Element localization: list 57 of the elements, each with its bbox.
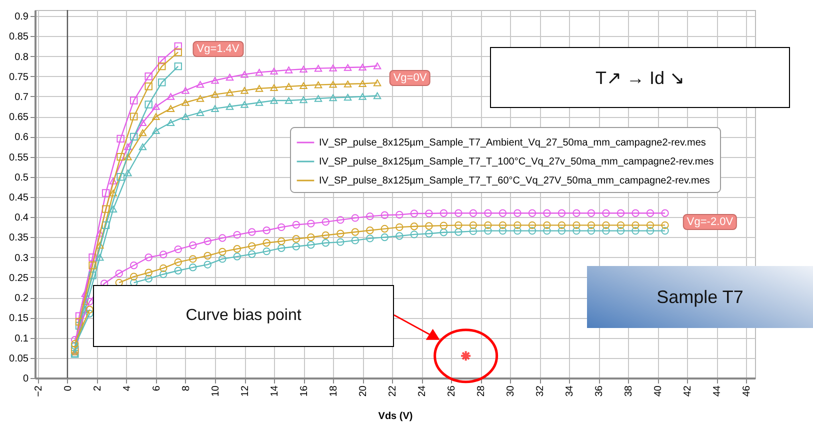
- x-tick-label: 22: [388, 385, 399, 397]
- y-tick-label: 0: [22, 374, 29, 384]
- legend-label: IV_SP_pulse_8x125µm_Sample_T7_Ambient_Vq_27_50ma_mm_campagne2-rev.mes: [319, 138, 706, 148]
- annotation: Vg=0V: [389, 70, 431, 86]
- y-tick-label: 0.6: [14, 132, 29, 144]
- y-tick-label: 0.1: [14, 333, 29, 344]
- x-tick-label: 6: [151, 385, 162, 392]
- x-tick-label: 28: [476, 385, 488, 397]
- x-tick-label: 14: [270, 385, 281, 397]
- y-tick-label: 0.45: [9, 192, 29, 204]
- x-tick-label: 12: [240, 385, 252, 397]
- x-tick-label: 32: [535, 385, 546, 397]
- y-tick-label: 0.15: [9, 313, 29, 324]
- x-tick-label: 20: [358, 385, 370, 397]
- y-tick-label: 0.65: [9, 112, 29, 124]
- x-tick-label: 34: [564, 385, 576, 397]
- y-tick-label: 0.9: [14, 12, 29, 23]
- y-tick-label: 0.55: [9, 152, 29, 164]
- y-tick-label: 0.85: [9, 32, 29, 43]
- text-box: T↗ → Id ↘: [490, 47, 790, 108]
- x-axis-title: Vds (V): [378, 410, 413, 422]
- annotation: Curve bias point: [186, 307, 302, 325]
- x-tick-label: 16: [299, 385, 310, 397]
- annotation: Vg=1.4V: [192, 41, 244, 57]
- x-tick-label: 40: [653, 385, 664, 397]
- y-tick-label: 0.25: [9, 272, 29, 284]
- y-tick-label: 0.2: [14, 293, 29, 304]
- text-box: Curve bias point: [93, 285, 394, 347]
- y-tick-label: 0.4: [14, 212, 29, 224]
- y-tick-label: 0.7: [14, 92, 29, 103]
- legend-label: IV_SP_pulse_8x125µm_Sample_T7_T_60°C_Vq_27V_50ma_mm_campagne2-rev.mes: [319, 176, 710, 186]
- x-tick-label: 46: [742, 385, 753, 397]
- y-tick-label: 0.75: [9, 72, 29, 83]
- y-tick-label: 0.35: [9, 232, 29, 244]
- y-tick-label: 0.05: [9, 353, 29, 364]
- x-tick-label: 26: [446, 385, 458, 397]
- x-tick-label: 44: [712, 385, 724, 397]
- x-tick-label: 18: [328, 385, 340, 397]
- shaded-box: Sample T7: [587, 266, 813, 328]
- annotation: Vg=-2.0V: [682, 214, 738, 230]
- y-tick-label: 0.5: [14, 172, 29, 184]
- y-tick-label: 0.8: [14, 52, 29, 63]
- x-tick-label: 30: [506, 385, 517, 397]
- y-tick-label: 0.3: [14, 252, 29, 264]
- x-tick-label: −2: [33, 385, 44, 397]
- x-tick-label: 24: [417, 385, 428, 397]
- x-tick-label: 4: [122, 385, 133, 392]
- x-tick-label: 38: [624, 385, 635, 397]
- annotation: T↗ → Id ↘: [595, 66, 684, 88]
- x-tick-label: 8: [180, 385, 192, 392]
- annotation: Sample T7: [656, 286, 744, 308]
- legend-label: IV_SP_pulse_8x125µm_Sample_T7_T_100°C_Vq_27v_50ma_mm_campagne2-rev.mes: [319, 156, 714, 168]
- x-tick-label: 2: [92, 385, 104, 392]
- x-tick-label: 42: [682, 385, 694, 397]
- x-tick-label: 36: [594, 385, 606, 397]
- x-tick-label: 0: [62, 385, 74, 392]
- x-tick-label: 10: [210, 385, 222, 397]
